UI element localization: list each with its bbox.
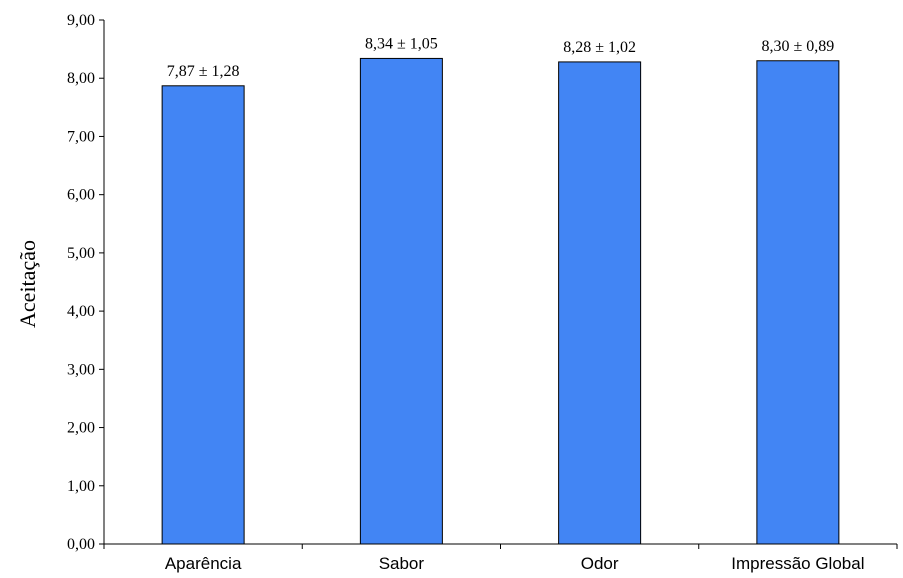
bar-sabor bbox=[359, 57, 443, 545]
y-tick-label: 7,00 bbox=[67, 128, 95, 145]
y-tick-label: 4,00 bbox=[67, 303, 95, 320]
x-tick-label: Odor bbox=[581, 554, 619, 573]
y-axis: 0,00 1,00 2,00 3,00 4,00 5,00 6,00 7,00 8,00 9,00 bbox=[67, 12, 105, 553]
bar-apar-ncia bbox=[161, 85, 245, 545]
data-label: 7,87 ± 1,28 bbox=[167, 63, 240, 80]
y-tick-label: 0,00 bbox=[67, 536, 95, 553]
y-tick-label: 2,00 bbox=[67, 420, 95, 437]
data-label: 8,30 ± 0,89 bbox=[761, 38, 834, 55]
y-tick-label: 3,00 bbox=[67, 361, 95, 378]
y-tick-label: 5,00 bbox=[67, 245, 95, 262]
x-tick-label: Impressão Global bbox=[731, 554, 864, 573]
bars-group: 7,87 ± 1,28 8,34 ± 1,05 8,28 ± 1,02 8,30 ± … bbox=[161, 35, 840, 545]
x-tick-label: Sabor bbox=[379, 554, 425, 573]
y-tick-label: 9,00 bbox=[67, 12, 95, 29]
bar-impress-o-global bbox=[756, 60, 840, 545]
y-axis-title: Aceitação bbox=[15, 240, 40, 328]
y-tick-label: 1,00 bbox=[67, 478, 95, 495]
y-tick-label: 8,00 bbox=[67, 70, 95, 87]
data-label: 8,28 ± 1,02 bbox=[563, 39, 636, 56]
x-tick-label: Aparência bbox=[165, 554, 242, 573]
y-tick-label: 6,00 bbox=[67, 187, 95, 204]
x-axis: Aparência Sabor Odor Impressão Global bbox=[103, 543, 898, 573]
bar-odor bbox=[558, 61, 642, 545]
data-label: 8,34 ± 1,05 bbox=[365, 35, 438, 52]
